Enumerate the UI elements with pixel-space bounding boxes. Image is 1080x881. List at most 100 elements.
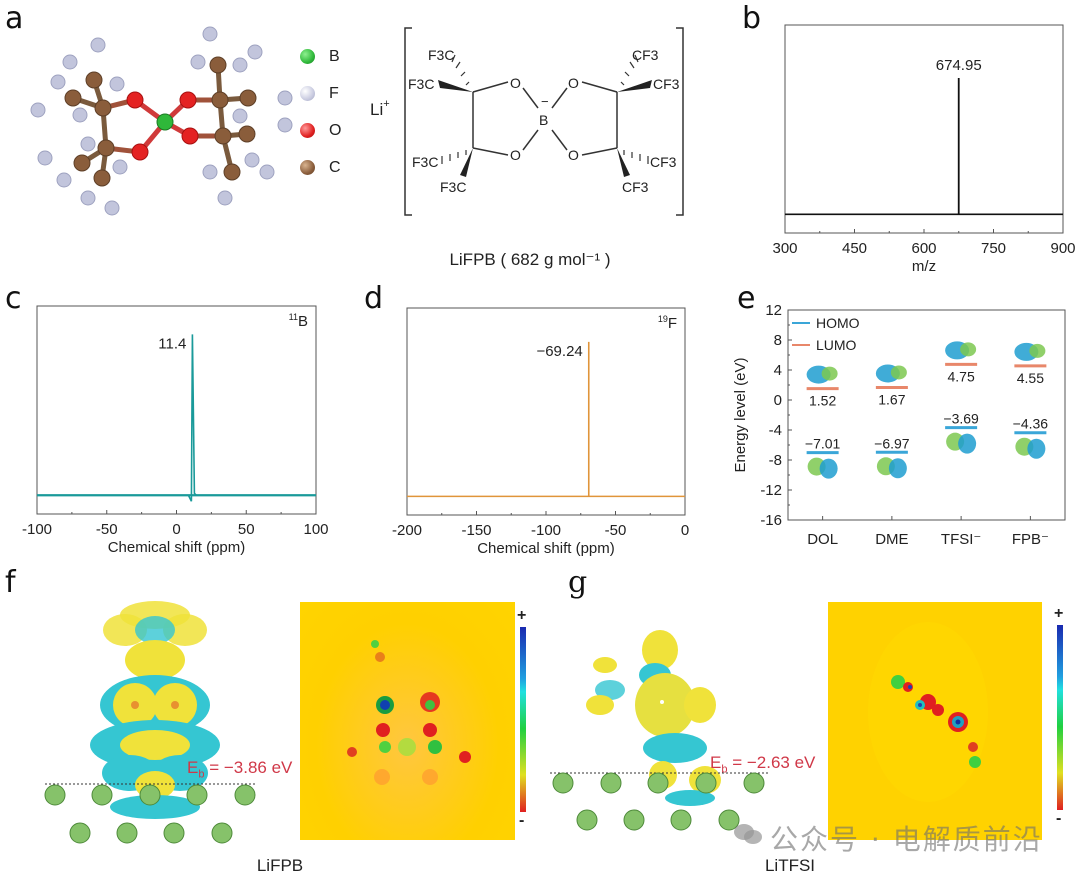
x-tick-label: 750: [981, 240, 1006, 257]
y-tick-label: -16: [760, 512, 782, 529]
peak-label: 11.4: [158, 335, 186, 352]
carbon-atoms: [64, 56, 257, 187]
colorbar-plus-f: +: [517, 607, 527, 624]
oxygen-label: O: [510, 75, 521, 91]
panel-label-e: e: [737, 281, 756, 316]
colorbar-g: [1057, 625, 1063, 810]
cf3-group: CF3: [653, 76, 680, 92]
boron-charge: −: [541, 94, 549, 109]
ball-stick-model: [30, 26, 293, 216]
x-axis-label: m/z: [912, 258, 936, 275]
lumo-orbital-icon: [945, 341, 977, 360]
panel-label-d: d: [364, 281, 384, 316]
lumo-orbital-icon: [1014, 342, 1046, 361]
peak-label: 674.95: [936, 57, 982, 74]
colorbar-minus-f: -: [519, 812, 525, 829]
homo-value-label: −4.36: [1013, 416, 1049, 432]
lithium-cation: Li+: [370, 98, 390, 119]
legend-label: F: [329, 84, 339, 102]
oxygen-label: O: [568, 75, 579, 91]
orbital-lobe: [821, 366, 838, 381]
boron-legend-icon: [300, 49, 315, 64]
orbital-lobe: [888, 458, 907, 479]
panel-label-g: g: [568, 565, 588, 600]
wechat-icon: [733, 822, 763, 846]
oxygen-legend-icon: [300, 123, 315, 138]
homo-value-label: −7.01: [805, 436, 841, 452]
watermark-text: 公众号 · 电解质前沿: [770, 823, 1043, 856]
panel-f-caption: LiFPB: [256, 856, 304, 875]
y-tick-label: -12: [760, 482, 782, 499]
legend-label: HOMO: [816, 315, 860, 331]
lumo-value-label: 1.52: [809, 393, 836, 409]
lifpb-charge-density-map: [300, 602, 515, 840]
cf3-group: F3C: [408, 76, 434, 92]
homo-orbital-icon: [1015, 437, 1046, 459]
isosurface-lobes: [586, 630, 721, 806]
carbon-legend-icon: [300, 160, 315, 175]
plot-frame: [406, 307, 686, 516]
legend-item-o: O: [300, 112, 360, 149]
orbital-lobe: [958, 433, 977, 454]
y-axis-label: Energy level (eV): [732, 357, 749, 472]
binding-energy-label-g: Eb = −2.63 eV: [710, 753, 816, 776]
colorbar-plus-g: +: [1054, 605, 1064, 622]
fluorine-legend-icon: [300, 86, 315, 101]
homo-value-label: −3.69: [943, 411, 979, 427]
y-tick-label: 4: [774, 362, 782, 379]
homo-orbital-icon: [807, 457, 838, 479]
lifpb-charge-density-model: [44, 601, 256, 844]
nucleus-mass-number: 11: [289, 312, 298, 322]
panel-label-b: b: [742, 1, 762, 36]
x-tick-label: 300: [772, 240, 797, 257]
lumo-value-label: 4.55: [1017, 370, 1044, 386]
legend-item-c: C: [300, 149, 360, 186]
legend-label: C: [329, 158, 341, 176]
orbital-lobe: [890, 365, 907, 380]
homo-value-label: −6.97: [874, 435, 910, 451]
lumo-orbital-icon: [806, 365, 838, 384]
x-tick-label: FPB⁻: [1012, 531, 1049, 548]
colorbar-f: [520, 627, 526, 812]
cf3-group: CF3: [632, 47, 659, 63]
y-tick-label: -4: [769, 422, 782, 439]
x-axis-label: Chemical shift (ppm): [108, 539, 246, 556]
orbital-lobe: [1027, 438, 1046, 459]
x-tick-label: DME: [875, 531, 908, 548]
nucleus-symbol: F: [668, 315, 677, 332]
x-tick-label: 50: [238, 521, 255, 538]
cf3-group: CF3: [622, 179, 649, 195]
x-tick-label: 0: [172, 521, 180, 538]
homo-orbital-icon: [876, 457, 907, 479]
legend-label: LUMO: [816, 337, 857, 353]
b11-nmr-chart: -100 -50 0 50 100 Chemical shift (ppm) 11.4 11B: [22, 305, 329, 556]
litfsi-charge-density-model: [550, 630, 770, 831]
x-tick-label: -100: [22, 521, 52, 538]
x-tick-label: 100: [303, 521, 328, 538]
hash-bonds: [441, 54, 649, 164]
structural-formula: Li+ O O O O B − F3C F3C F3C F3C CF3 CF3 …: [370, 27, 684, 216]
peak-label: −69.24: [536, 343, 582, 360]
colorbar-minus-g: -: [1056, 810, 1062, 827]
mass-spectrum-chart: 300 450 600 750 900 m/z 674.95: [772, 24, 1076, 275]
lumo-orbital-icon: [875, 364, 907, 383]
legend-item-b: B: [300, 38, 360, 75]
cf3-group: CF3: [650, 154, 677, 170]
lithium-slab-atoms: [44, 784, 256, 844]
x-tick-label: TFSI⁻: [941, 531, 981, 548]
lithium-slab-atoms: [552, 772, 765, 831]
wedge-bonds: [438, 80, 652, 177]
x-tick-label: 900: [1050, 240, 1075, 257]
x-tick-label: -50: [605, 522, 627, 539]
panel-g-caption: LiTFSI: [764, 856, 816, 875]
cf3-group: F3C: [428, 47, 454, 63]
legend-item-f: F: [300, 75, 360, 112]
y-tick-label: 0: [774, 392, 782, 409]
legend-label: B: [329, 47, 340, 65]
nucleus-mass-number: 19: [658, 314, 668, 324]
x-tick-label: 450: [842, 240, 867, 257]
energy-level-chart: 12 8 4 0 -4 -8 -12 -16 Energy level (eV) DOL DME TF…: [732, 302, 1066, 548]
binding-energy-label-f: Eb = −3.86 eV: [187, 758, 293, 781]
f19-nmr-chart: -200 -150 -100 -50 0 Chemical shift (ppm) −69.…: [392, 307, 689, 557]
cf3-group: F3C: [440, 179, 466, 195]
